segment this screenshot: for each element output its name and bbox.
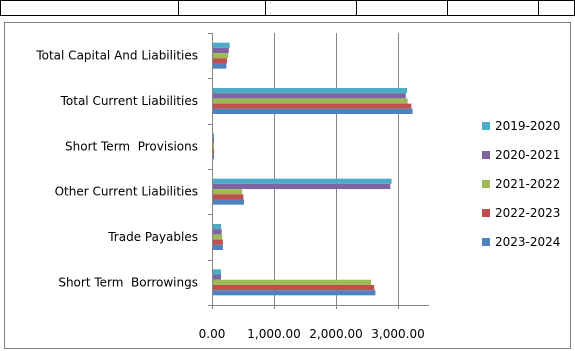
category-label: Other Current Liabilities [55, 185, 198, 199]
bar [213, 88, 408, 94]
bar [213, 154, 214, 160]
category-label: Total Capital And Liabilities [35, 49, 198, 63]
category-label: Trade Payables [107, 230, 198, 244]
legend-label: 2020-2021 [495, 148, 560, 162]
bar [213, 183, 391, 190]
legend: 2019-2020 2020-2021 2021-2022 2022-2023 2023… [482, 119, 560, 249]
bar [213, 93, 406, 99]
legend-swatch [482, 238, 490, 246]
x-tick-label: 1,000.00 [247, 327, 300, 341]
bar [213, 279, 372, 285]
category-labels: Total Capital And Liabilities Total Curre… [35, 49, 198, 290]
x-tick-label: 2,000.00 [309, 327, 362, 341]
legend-label: 2021-2022 [495, 177, 560, 191]
axes [208, 33, 429, 309]
bar [213, 269, 222, 275]
bar [213, 178, 392, 184]
bar [213, 274, 222, 280]
x-tick-label: 0.00 [199, 327, 226, 341]
table-header-strip [0, 0, 575, 16]
category-label: Total Current Liabilities [60, 94, 198, 108]
bar [213, 148, 214, 155]
legend-label: 2023-2024 [495, 235, 560, 249]
legend-swatch [482, 209, 490, 217]
bars [213, 42, 413, 296]
x-tick-labels: 0.00 1,000.00 2,000.00 3,000.00 [199, 327, 425, 341]
bar [213, 194, 244, 200]
bar [213, 138, 214, 144]
bar [213, 189, 243, 195]
bar [213, 98, 408, 104]
bar [213, 133, 214, 139]
table-header-lines [0, 0, 575, 16]
bar [213, 143, 214, 149]
bar [213, 224, 222, 230]
bar [213, 108, 413, 114]
bar [213, 234, 223, 240]
category-label: Short Term Provisions [65, 139, 198, 153]
bar [213, 53, 229, 59]
category-label: Short Term Borrowings [58, 275, 198, 289]
bar [213, 239, 223, 245]
legend-label: 2019-2020 [495, 119, 560, 133]
bar [213, 42, 230, 48]
bar [213, 244, 223, 250]
legend-label: 2022-2023 [495, 206, 560, 220]
x-tick-label: 3,000.00 [371, 327, 424, 341]
legend-swatch [482, 122, 490, 130]
bar [213, 284, 375, 291]
bar [213, 63, 227, 69]
legend-swatch [482, 180, 490, 188]
bar [213, 199, 244, 205]
gridlines [274, 33, 399, 305]
bar [213, 103, 412, 109]
bar [213, 58, 227, 64]
bar [213, 229, 222, 235]
bar [213, 47, 229, 54]
bar [213, 290, 376, 296]
legend-swatch [482, 151, 490, 159]
